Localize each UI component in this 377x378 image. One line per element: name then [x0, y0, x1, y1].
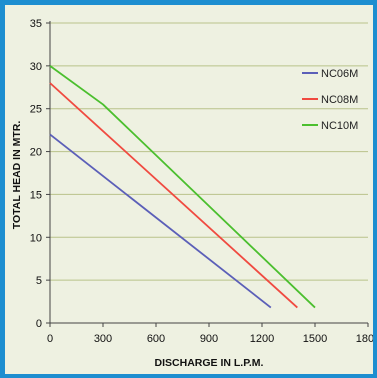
y-axis-title: TOTAL HEAD IN MTR. [11, 121, 23, 230]
legend-label-nc06m: NC06M [321, 68, 358, 80]
x-tick-label-1500: 1500 [303, 333, 327, 345]
y-tick-label-0: 0 [36, 318, 42, 330]
chart-frame: 0 5 10 15 20 25 30 35 0 300 600 900 1200 1500 1800 NC… [5, 5, 373, 374]
x-tick-label-300: 300 [94, 333, 112, 345]
legend-label-nc10m: NC10M [321, 120, 358, 132]
x-tick-label-1200: 1200 [250, 333, 274, 345]
axes [46, 21, 369, 327]
y-tick-label-10: 10 [30, 232, 42, 244]
legend-label-nc08m: NC08M [321, 94, 358, 106]
y-tick-label-25: 25 [30, 104, 42, 116]
pump-curve-chart: 0 5 10 15 20 25 30 35 0 300 600 900 1200 1500 1800 NC… [11, 18, 373, 369]
y-tick-label-35: 35 [30, 18, 42, 30]
series-line-nc06m [49, 133, 272, 309]
y-tick-labels: 0 5 10 15 20 25 30 35 [30, 18, 42, 330]
y-tick-label-5: 5 [36, 275, 42, 287]
x-tick-label-600: 600 [147, 333, 165, 345]
x-tick-label-1800: 1800 [356, 333, 373, 345]
grid-lines [50, 22, 368, 281]
series-line-nc08m [49, 82, 298, 309]
x-tick-labels: 0 300 600 900 1200 1500 1800 [47, 333, 373, 345]
y-tick-label-20: 20 [30, 147, 42, 159]
legend: NC06M NC08M NC10M [302, 68, 358, 132]
series-line-nc10m [49, 65, 316, 309]
y-tick-label-15: 15 [30, 189, 42, 201]
x-axis-title: DISCHARGE IN L.P.M. [155, 357, 264, 369]
x-tick-label-0: 0 [47, 333, 53, 345]
series-lines [49, 65, 316, 309]
x-tick-label-900: 900 [200, 333, 218, 345]
y-tick-label-30: 30 [30, 61, 42, 73]
